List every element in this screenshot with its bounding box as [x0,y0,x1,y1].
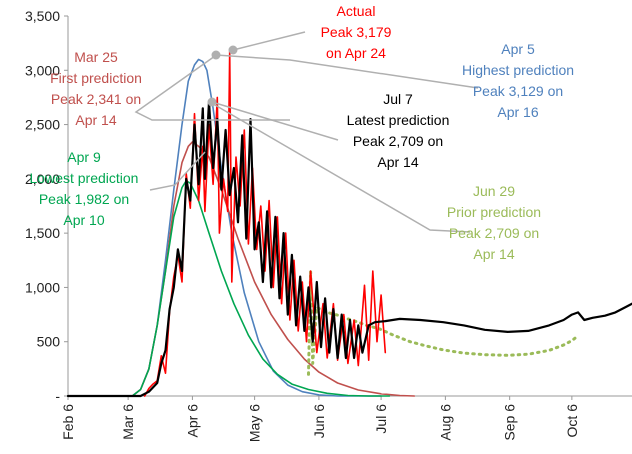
x-tick-label: Mar 6 [120,404,136,440]
annotation-lowest-prediction-line: Apr 9 [67,149,101,165]
annotation-latest-prediction-line: Jul 7 [383,91,413,107]
annotation-lowest-prediction-line: Lowest prediction [30,170,139,186]
x-tick-label: Aug 6 [437,404,453,441]
callout-first-leader [134,55,290,121]
series-prior-prediction-line [307,269,578,376]
x-tick-label: May 6 [247,404,263,442]
series-latest-prediction-line [66,100,632,398]
callout-prior-leader [214,104,471,233]
x-tick-label: Feb 6 [60,404,76,440]
y-tick-label: 3,000 [25,62,60,78]
annotation-lowest-prediction-line: Peak 1,982 on [39,191,129,207]
x-tick-label: Apr 6 [184,404,200,438]
callout-highest-marker [211,50,221,60]
annotation-first-prediction-line: First prediction [50,70,142,86]
annotation-highest-prediction-line: Apr 5 [501,41,535,57]
x-tick-label: Jun 6 [311,404,327,438]
annotation-lowest-prediction-line: Apr 10 [63,212,104,228]
annotation-prior-prediction-line: Peak 2,709 on [449,225,539,241]
callout-actual-marker [228,45,238,55]
annotation-prior-prediction-line: Apr 14 [473,246,514,262]
x-tick-label: Jul 6 [373,404,389,434]
callout-latest-marker [207,97,217,107]
callout-actual-leader [232,31,306,51]
callout-highest-leader [215,54,479,89]
annotation-actual-line: on Apr 24 [326,45,386,61]
y-tick-label: 2,500 [25,117,60,133]
callout-latest-leader [211,101,339,141]
annotation-highest-prediction-line: Peak 3,129 on [473,83,563,99]
annotation-actual-line: Peak 3,179 [321,24,392,40]
annotation-first-prediction-line: Apr 14 [75,112,116,128]
x-tick-label: Sep 6 [502,404,518,441]
series-actual-line [143,50,387,397]
annotation-prior-prediction-line: Jun 29 [473,183,515,199]
annotation-first-prediction-line: Mar 25 [74,49,118,65]
y-tick-label: 1,500 [25,225,60,241]
annotation-latest-prediction-line: Peak 2,709 on [353,133,443,149]
annotation-highest-prediction-line: Apr 16 [497,104,538,120]
annotation-highest-prediction-line: Highest prediction [462,62,574,78]
annotation-latest-prediction-line: Latest prediction [347,112,450,128]
annotation-latest-prediction-line: Apr 14 [377,154,418,170]
y-tick-label: 2,000 [25,171,60,187]
series-lowest-prediction-line [67,180,391,397]
y-tick-label: 500 [37,334,61,350]
y-tick-label: 3,500 [25,8,60,24]
annotation-actual-line: Actual [337,3,376,19]
y-tick-label: - [55,388,60,404]
annotation-prior-prediction-line: Prior prediction [447,204,541,220]
callout-lowest-leader [149,151,206,191]
annotation-first-prediction-line: Peak 2,341 on [51,91,141,107]
y-tick-label: 1,000 [25,279,60,295]
x-tick-label: Oct 6 [564,404,580,438]
